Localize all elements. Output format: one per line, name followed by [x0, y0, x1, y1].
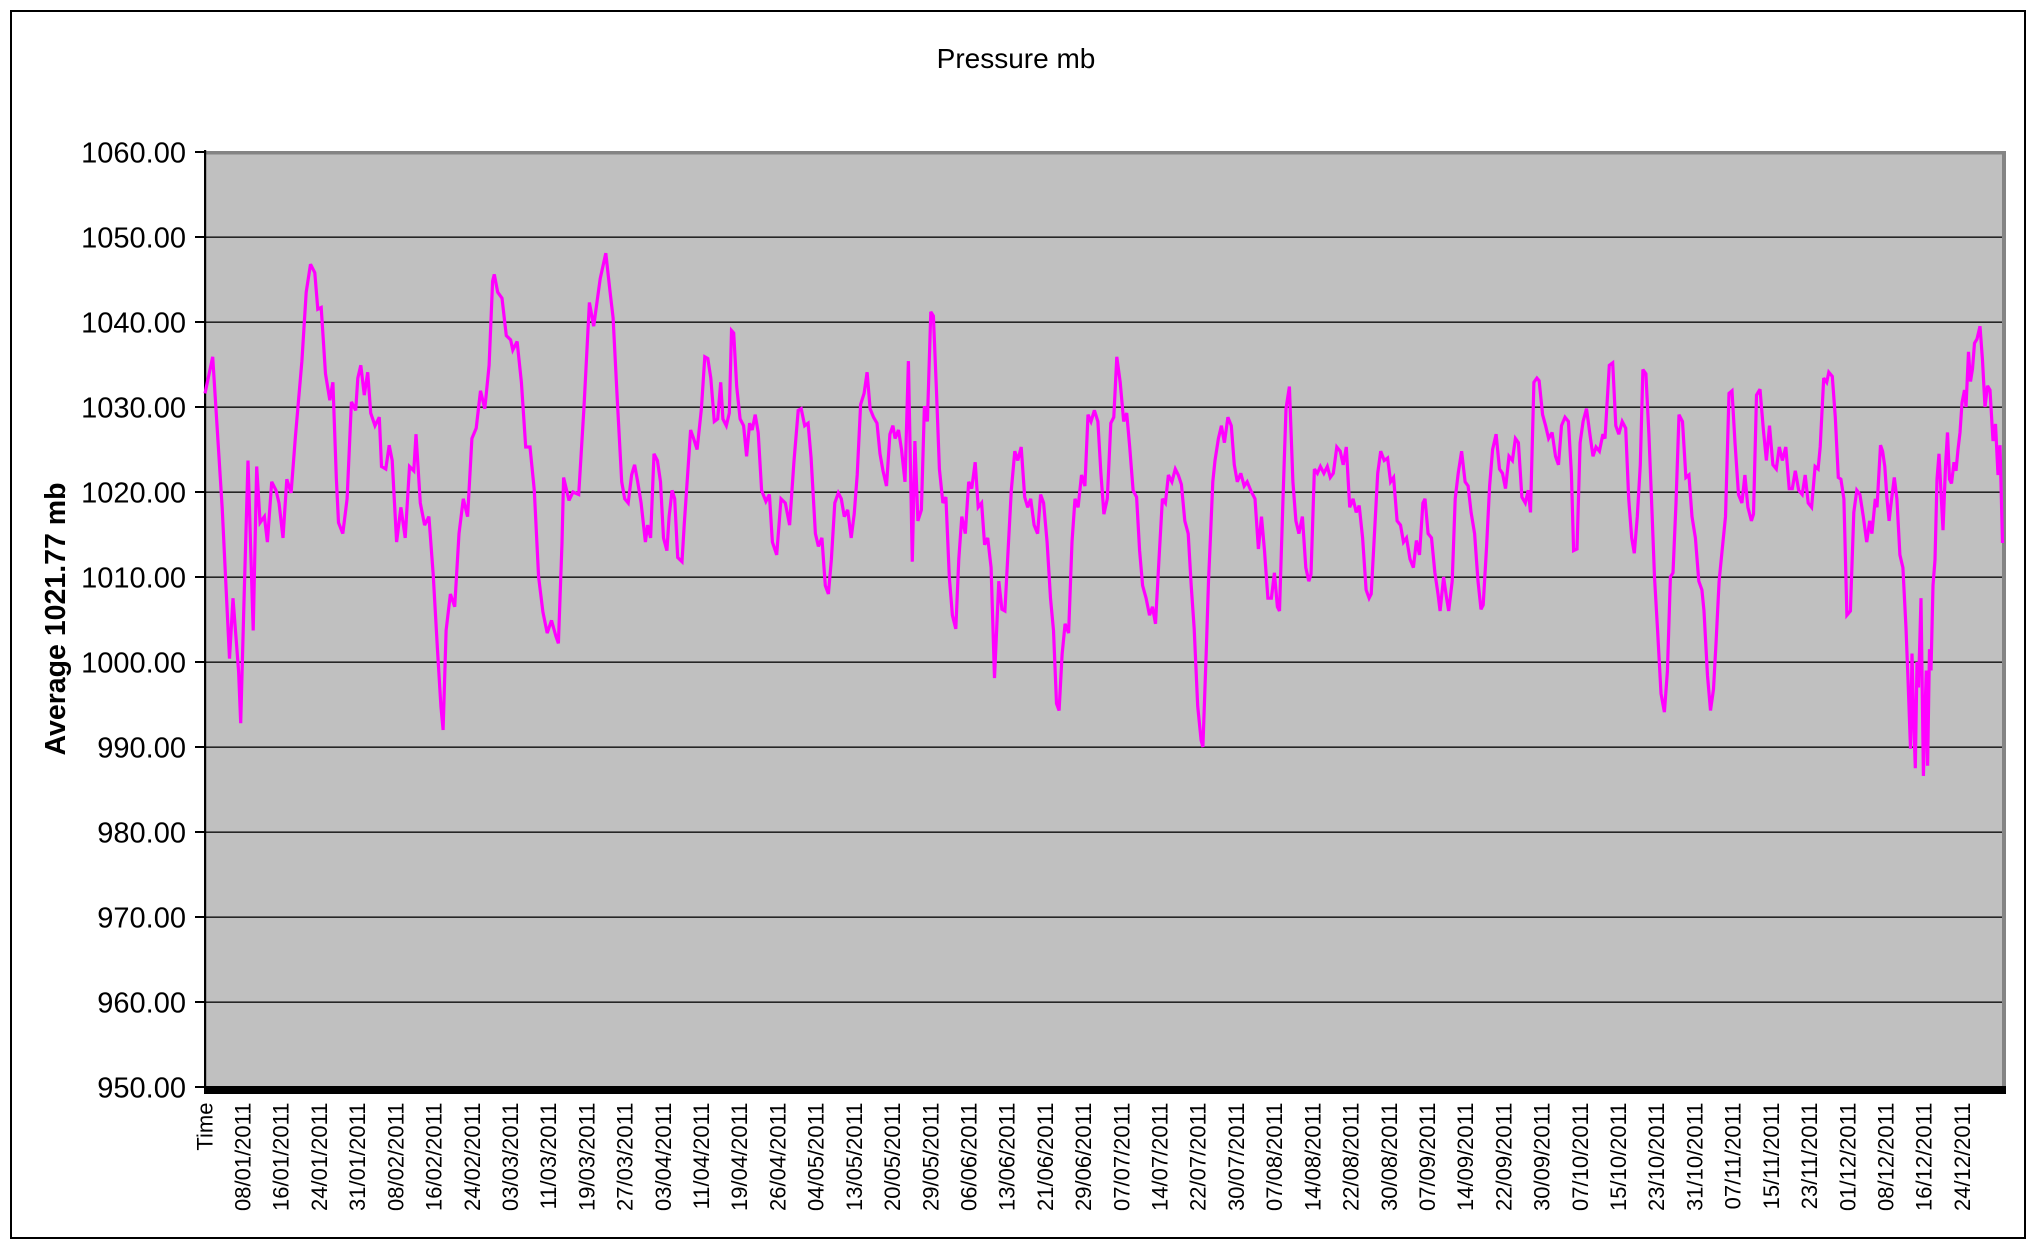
svg-text:30/08/2011: 30/08/2011: [1377, 1103, 1402, 1211]
svg-text:07/10/2011: 07/10/2011: [1568, 1103, 1593, 1211]
svg-text:Time: Time: [192, 1103, 217, 1151]
svg-text:23/10/2011: 23/10/2011: [1644, 1103, 1669, 1211]
svg-text:Average 1021.77 mb: Average 1021.77 mb: [40, 482, 72, 755]
svg-text:24/01/2011: 24/01/2011: [307, 1103, 332, 1211]
svg-text:11/03/2011: 11/03/2011: [536, 1103, 561, 1210]
svg-text:14/09/2011: 14/09/2011: [1453, 1103, 1478, 1211]
svg-text:24/12/2011: 24/12/2011: [1950, 1103, 1975, 1211]
svg-text:13/05/2011: 13/05/2011: [842, 1103, 867, 1211]
svg-text:20/05/2011: 20/05/2011: [880, 1103, 905, 1211]
svg-text:14/07/2011: 14/07/2011: [1148, 1103, 1173, 1211]
svg-text:21/06/2011: 21/06/2011: [1033, 1103, 1058, 1211]
svg-text:16/02/2011: 16/02/2011: [422, 1103, 447, 1211]
svg-text:1010.00: 1010.00: [81, 562, 186, 594]
svg-text:16/01/2011: 16/01/2011: [269, 1103, 294, 1211]
svg-text:15/10/2011: 15/10/2011: [1606, 1103, 1631, 1211]
svg-text:1040.00: 1040.00: [81, 307, 186, 339]
svg-text:970.00: 970.00: [97, 902, 186, 934]
svg-text:950.00: 950.00: [97, 1072, 186, 1104]
svg-text:03/04/2011: 03/04/2011: [651, 1103, 676, 1211]
svg-text:01/12/2011: 01/12/2011: [1835, 1103, 1860, 1211]
svg-text:07/07/2011: 07/07/2011: [1109, 1103, 1134, 1211]
svg-text:08/02/2011: 08/02/2011: [383, 1103, 408, 1211]
svg-text:19/03/2011: 19/03/2011: [574, 1103, 599, 1211]
svg-text:29/06/2011: 29/06/2011: [1071, 1103, 1096, 1211]
svg-text:1050.00: 1050.00: [81, 222, 186, 254]
svg-text:07/08/2011: 07/08/2011: [1262, 1103, 1287, 1211]
svg-text:990.00: 990.00: [97, 732, 186, 764]
svg-text:07/11/2011: 07/11/2011: [1721, 1103, 1746, 1210]
svg-text:16/12/2011: 16/12/2011: [1912, 1103, 1937, 1211]
svg-text:27/03/2011: 27/03/2011: [613, 1103, 638, 1211]
svg-text:07/09/2011: 07/09/2011: [1415, 1103, 1440, 1211]
svg-text:22/09/2011: 22/09/2011: [1491, 1103, 1516, 1211]
svg-text:08/01/2011: 08/01/2011: [231, 1103, 256, 1211]
svg-text:31/10/2011: 31/10/2011: [1682, 1103, 1707, 1211]
svg-text:14/08/2011: 14/08/2011: [1300, 1103, 1325, 1211]
svg-text:11/04/2011: 11/04/2011: [689, 1103, 714, 1210]
svg-text:1030.00: 1030.00: [81, 392, 186, 424]
svg-text:22/07/2011: 22/07/2011: [1186, 1103, 1211, 1211]
svg-text:960.00: 960.00: [97, 987, 186, 1019]
svg-text:24/02/2011: 24/02/2011: [460, 1103, 485, 1211]
svg-text:13/06/2011: 13/06/2011: [995, 1103, 1020, 1211]
svg-text:1000.00: 1000.00: [81, 647, 186, 679]
svg-text:08/12/2011: 08/12/2011: [1874, 1103, 1899, 1211]
svg-text:1020.00: 1020.00: [81, 477, 186, 509]
svg-text:22/08/2011: 22/08/2011: [1339, 1103, 1364, 1211]
svg-text:26/04/2011: 26/04/2011: [765, 1103, 790, 1211]
svg-text:Pressure mb: Pressure mb: [937, 43, 1096, 74]
svg-text:04/05/2011: 04/05/2011: [804, 1103, 829, 1211]
svg-text:29/05/2011: 29/05/2011: [918, 1103, 943, 1211]
svg-text:30/07/2011: 30/07/2011: [1224, 1103, 1249, 1211]
svg-text:30/09/2011: 30/09/2011: [1530, 1103, 1555, 1211]
svg-text:03/03/2011: 03/03/2011: [498, 1103, 523, 1211]
svg-text:19/04/2011: 19/04/2011: [727, 1103, 752, 1211]
svg-text:980.00: 980.00: [97, 817, 186, 849]
svg-text:06/06/2011: 06/06/2011: [957, 1103, 982, 1211]
svg-text:1060.00: 1060.00: [81, 137, 186, 169]
svg-text:23/11/2011: 23/11/2011: [1797, 1103, 1822, 1210]
svg-text:31/01/2011: 31/01/2011: [345, 1103, 370, 1211]
svg-text:15/11/2011: 15/11/2011: [1759, 1103, 1784, 1210]
